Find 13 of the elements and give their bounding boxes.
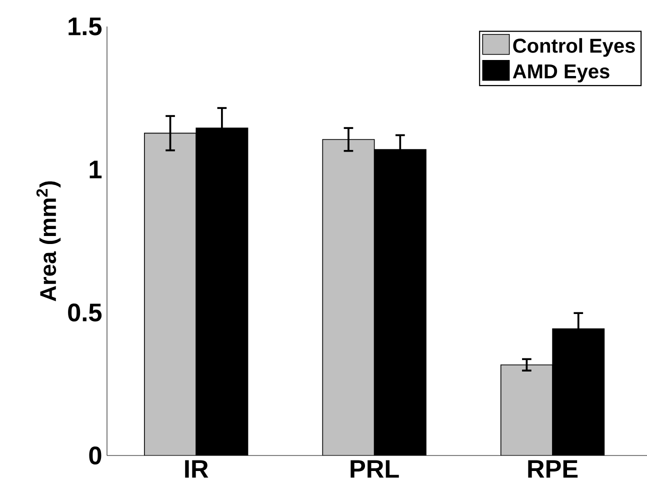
x-tick-label: RPE xyxy=(528,460,578,478)
y-tick-label: 0 xyxy=(89,446,102,464)
bar xyxy=(322,139,375,456)
legend-label: Control Eyes xyxy=(513,38,635,57)
y-axis-title: Area (mm$^{2}$) xyxy=(36,181,61,302)
bar xyxy=(144,132,197,456)
bar xyxy=(500,364,553,456)
y-tick-label: 1.5 xyxy=(68,18,102,36)
y-tick-label: 1 xyxy=(90,160,102,178)
legend-label: AMD Eyes xyxy=(512,64,610,82)
x-tick-label: IR xyxy=(185,460,208,478)
x-tick-label: PRL xyxy=(350,460,399,478)
y-tick-label: 0.5 xyxy=(68,304,102,322)
